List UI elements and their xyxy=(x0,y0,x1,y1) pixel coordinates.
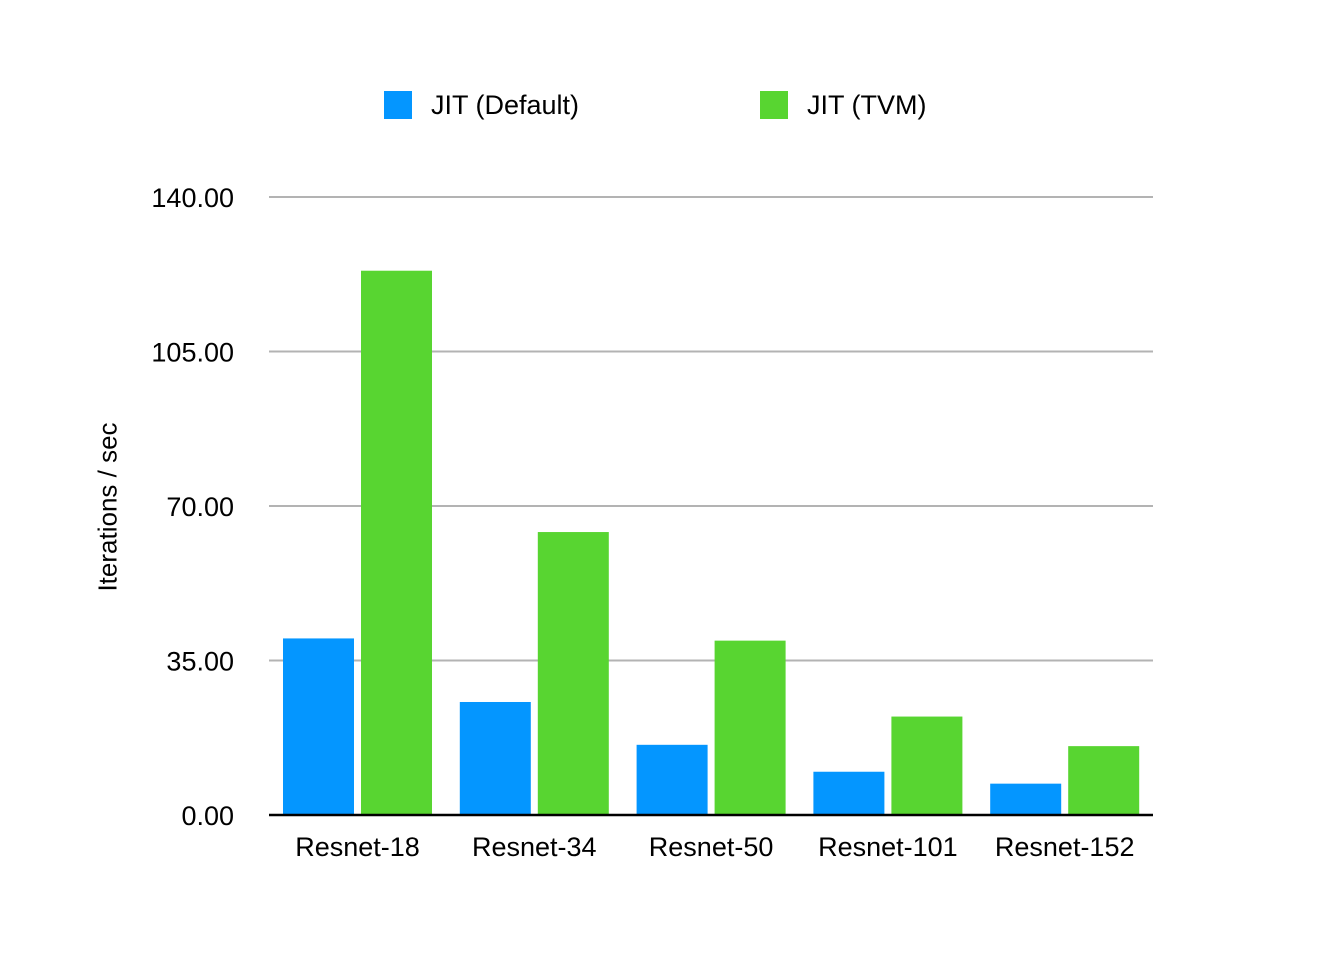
x-tick-labels: Resnet-18 Resnet-34 Resnet-50 Resnet-101 Res… xyxy=(295,832,1134,862)
legend: JIT (Default) JIT (TVM) xyxy=(0,88,1335,122)
bar-tvm xyxy=(891,716,963,815)
legend-item-tvm: JIT (TVM) xyxy=(760,88,926,122)
bar-default xyxy=(459,701,531,815)
y-tick-label: 140.00 xyxy=(151,183,234,213)
y-tick-labels: 0.00 35.00 70.00 105.00 140.00 xyxy=(151,183,234,831)
bar-tvm xyxy=(714,640,786,815)
legend-swatch-tvm xyxy=(760,91,788,119)
bar-tvm xyxy=(361,270,432,815)
legend-swatch-default xyxy=(384,91,412,119)
legend-label-tvm: JIT (TVM) xyxy=(807,89,927,120)
x-tick-label: Resnet-101 xyxy=(818,832,958,862)
x-tick-label: Resnet-152 xyxy=(995,832,1135,862)
y-tick-label: 70.00 xyxy=(166,492,234,522)
x-tick-label: Resnet-18 xyxy=(295,832,420,862)
y-tick-label: 0.00 xyxy=(181,801,234,831)
y-tick-label: 105.00 xyxy=(151,338,234,368)
bar-default xyxy=(813,771,885,815)
legend-item-default: JIT (Default) xyxy=(384,88,579,122)
legend-label-default: JIT (Default) xyxy=(431,89,580,120)
bar-tvm xyxy=(1068,746,1140,815)
x-tick-label: Resnet-50 xyxy=(649,832,774,862)
bar-default xyxy=(636,744,708,815)
bar-default xyxy=(990,783,1062,815)
x-tick-label: Resnet-34 xyxy=(472,832,597,862)
y-axis-title: Iterations / sec xyxy=(92,422,123,592)
bar-default xyxy=(283,638,354,815)
y-tick-label: 35.00 xyxy=(166,647,234,677)
bar-tvm xyxy=(537,532,609,815)
bars xyxy=(283,270,1140,815)
